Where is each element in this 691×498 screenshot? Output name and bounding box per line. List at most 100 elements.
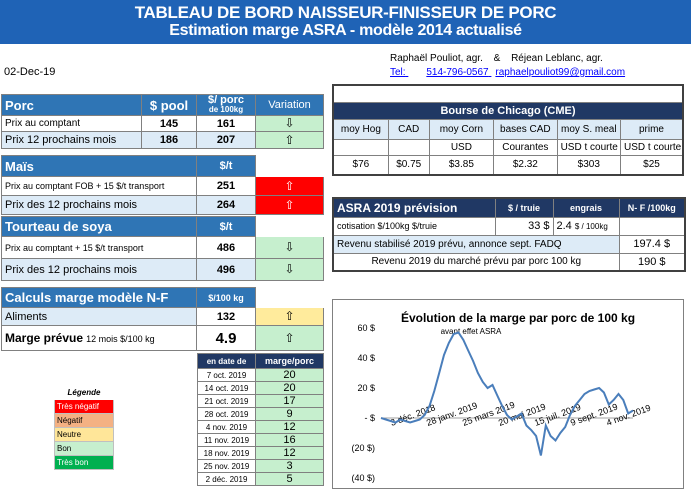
calculs-title: Calculs marge modèle N-F bbox=[1, 287, 197, 308]
asra-title: ASRA 2019 prévision bbox=[332, 197, 496, 218]
y-tick-label: (40 $) bbox=[351, 473, 375, 483]
chicago-cols-cell: prime bbox=[620, 118, 684, 140]
page-subtitle: Estimation marge ASRA - modèle 2014 actu… bbox=[169, 22, 522, 39]
margin-chart: Évolution de la marge par porc de 100 kg… bbox=[332, 299, 684, 489]
chart-title: Évolution de la marge par porc de 100 kg bbox=[401, 310, 635, 325]
chicago-values-cell: $25 bbox=[620, 154, 684, 176]
y-tick-label: 40 $ bbox=[357, 353, 375, 363]
porc-row-label: Prix au comptant bbox=[1, 115, 142, 132]
soya-row-value: 486 bbox=[196, 236, 256, 259]
mais-unit: $/t bbox=[196, 155, 256, 177]
chart-series-line bbox=[380, 331, 634, 456]
col-porc: $/ porc de 100kg bbox=[196, 94, 256, 116]
chicago-values-cell: $2.32 bbox=[493, 154, 558, 176]
chicago-units-cell bbox=[387, 138, 430, 156]
chicago-cols-cell: moy S. meal bbox=[556, 118, 622, 140]
marge-label: Marge prévue 12 mois $/100 kg bbox=[1, 325, 197, 351]
arrow-up-icon: ⇧ bbox=[255, 131, 324, 149]
col-marge: marge/porc bbox=[255, 353, 324, 369]
revenu-stab-value: 197.4 $ bbox=[618, 234, 686, 254]
arrow-up-icon: ⇧ bbox=[255, 195, 324, 215]
chicago-units-cell: USD t courte bbox=[620, 138, 684, 156]
history-date: 28 oct. 2019 bbox=[197, 407, 256, 421]
chicago-cols-cell: moy Corn bbox=[428, 118, 495, 140]
revenu-marche-label: Revenu 2019 du marché prévu par porc 100… bbox=[332, 252, 620, 272]
legend-title: Légende bbox=[67, 388, 101, 397]
arrow-up-icon: ⇧ bbox=[255, 176, 324, 196]
revenu-marche-value: 190 $ bbox=[618, 252, 686, 272]
empty-cell bbox=[255, 287, 324, 308]
soya-table: Tourteau de soya $/t Prix au comptant + … bbox=[1, 216, 324, 281]
cotisation-engrais: 2.4 $ / 100kg bbox=[552, 216, 620, 236]
col-truie: $ / truie bbox=[494, 197, 554, 218]
legend-item: Neutre bbox=[54, 428, 114, 442]
mais-title: Maïs bbox=[1, 155, 197, 177]
history-value: 20 bbox=[255, 368, 324, 382]
spacer bbox=[333, 85, 683, 102]
email-address: raphaelpouliot99@gmail.com bbox=[495, 67, 626, 78]
history-date: 2 déc. 2019 bbox=[197, 472, 256, 486]
authors-and: & bbox=[493, 53, 501, 64]
history-value: 16 bbox=[255, 433, 324, 447]
porc-row-pool: 186 bbox=[141, 131, 197, 149]
asra-table: ASRA 2019 prévision $ / truie engrais N-… bbox=[332, 197, 686, 272]
col-engrais: engrais bbox=[552, 197, 620, 218]
porc-table: Porc $ pool $/ porc de 100kg Variation P… bbox=[1, 94, 324, 149]
legend-item: Négatif bbox=[54, 414, 114, 428]
chicago-units-cell: Courantes bbox=[493, 138, 558, 156]
history-date: 25 nov. 2019 bbox=[197, 459, 256, 473]
y-tick-label: (20 $) bbox=[351, 443, 375, 453]
arrow-up-icon: ⇧ bbox=[255, 325, 324, 351]
aliments-value: 132 bbox=[196, 307, 256, 326]
empty-cell bbox=[255, 155, 324, 177]
chicago-title: Bourse de Chicago (CME) bbox=[332, 101, 684, 120]
porc-title: Porc bbox=[1, 94, 142, 116]
chicago-cols-cell: bases CAD bbox=[493, 118, 558, 140]
history-value: 5 bbox=[255, 472, 324, 486]
chicago-values-cell: $3.85 bbox=[428, 154, 495, 176]
header-banner: TABLEAU DE BORD NAISSEUR-FINISSEUR DE PO… bbox=[0, 0, 691, 44]
porc-row-porc: 161 bbox=[196, 115, 256, 132]
history-value: 17 bbox=[255, 394, 324, 408]
col-date: en date de bbox=[197, 353, 256, 369]
history-date: 18 nov. 2019 bbox=[197, 446, 256, 460]
author-2: Réjean Leblanc, agr. bbox=[511, 53, 603, 64]
margin-chart-svg: Évolution de la marge par porc de 100 kg… bbox=[351, 310, 652, 483]
arrow-up-icon: ⇧ bbox=[255, 307, 324, 326]
legend-item: Très négatif bbox=[54, 400, 114, 414]
history-value: 20 bbox=[255, 381, 324, 395]
chicago-values-cell: $76 bbox=[332, 154, 389, 176]
tel-label: Tel: bbox=[390, 67, 406, 78]
page-title: TABLEAU DE BORD NAISSEUR-FINISSEUR DE PO… bbox=[134, 3, 557, 22]
mais-row-label: Prix des 12 prochains mois bbox=[1, 195, 197, 215]
legend-item: Très bon bbox=[54, 456, 114, 470]
chicago-cols-cell: moy Hog bbox=[332, 118, 389, 140]
history-date: 4 nov. 2019 bbox=[197, 420, 256, 434]
calculs-table: Calculs marge modèle N-F $/100 kg Alimen… bbox=[1, 287, 324, 351]
history-table: en date de marge/porc 7 oct. 2019 20 14 o… bbox=[197, 353, 324, 486]
arrow-down-icon: ⇩ bbox=[255, 236, 324, 259]
soya-row-label: Prix des 12 prochains mois bbox=[1, 258, 197, 281]
chicago-values-cell: $303 bbox=[556, 154, 622, 176]
history-date: 14 oct. 2019 bbox=[197, 381, 256, 395]
tel-number: 514-796-0567 bbox=[426, 67, 489, 78]
soya-row-value: 496 bbox=[196, 258, 256, 281]
col-variation: Variation bbox=[255, 94, 324, 116]
legend-item: Bon bbox=[54, 442, 114, 456]
mais-row-value: 251 bbox=[196, 176, 256, 196]
mais-row-label: Prix au comptant FOB + 15 $/t transport bbox=[1, 176, 197, 196]
history-value: 12 bbox=[255, 420, 324, 434]
history-value: 9 bbox=[255, 407, 324, 421]
marge-value: 4.9 bbox=[196, 325, 256, 351]
arrow-down-icon: ⇩ bbox=[255, 115, 324, 132]
contact-link[interactable]: Tel: 514-796-0567 raphaelpouliot99@gmail… bbox=[390, 67, 625, 78]
cotisation-label: cotisation $/100kg $/truie bbox=[332, 216, 496, 236]
chicago-cols-cell: CAD bbox=[387, 118, 430, 140]
chicago-values-cell: $0.75 bbox=[387, 154, 430, 176]
empty-cell bbox=[618, 216, 686, 236]
chicago-units-cell: USD bbox=[428, 138, 495, 156]
mais-table: Maïs $/t Prix au comptant FOB + 15 $/t t… bbox=[1, 155, 324, 215]
empty-cell bbox=[255, 216, 324, 237]
col-nf: N- F /100kg bbox=[618, 197, 686, 218]
y-tick-label: - $ bbox=[364, 413, 375, 423]
